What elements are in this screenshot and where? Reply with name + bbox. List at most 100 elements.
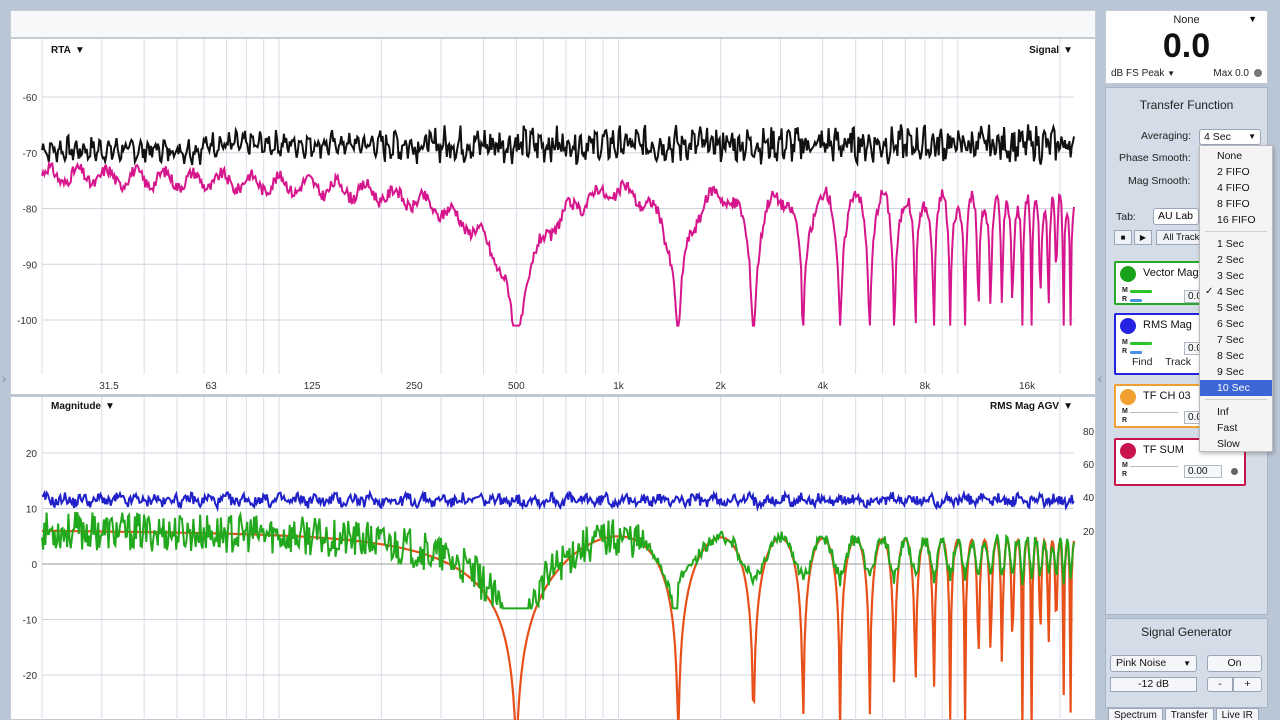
track-name: RMS Mag xyxy=(1143,319,1192,331)
x-tick-label: 63 xyxy=(206,381,218,392)
play-icon[interactable]: ▶ xyxy=(1134,230,1152,245)
r-label: R xyxy=(1122,471,1128,478)
track-value[interactable]: 0.00 xyxy=(1184,465,1222,478)
averaging-menu-item[interactable]: Fast xyxy=(1217,422,1238,434)
m-label: M xyxy=(1122,408,1128,415)
y-tick-label: -70 xyxy=(23,149,38,160)
averaging-menu-item[interactable]: 16 FIFO xyxy=(1217,214,1256,226)
reset-dot-icon[interactable] xyxy=(1254,69,1262,77)
grid xyxy=(41,39,1074,374)
averaging-dropdown-menu[interactable]: None 2 FIFO 4 FIFO 8 FIFO 16 FIFO 1 Sec 2 Sec 3… xyxy=(1199,145,1273,452)
rms-mag-agv-menu[interactable]: RMS Mag AGV ▼ xyxy=(990,401,1073,412)
averaging-label: Averaging: xyxy=(1140,130,1191,142)
tab-live-ir[interactable]: Live IR xyxy=(1215,708,1259,720)
r-label: R xyxy=(1122,348,1128,355)
level-plus-button[interactable]: + xyxy=(1233,677,1262,692)
track-color-dot[interactable] xyxy=(1120,389,1136,405)
magnitude-plot-area: 20 10 0 -10 -20 80 60 40 20 xyxy=(23,397,1095,720)
x-tick-label: 16k xyxy=(1019,381,1036,392)
x-tick-label: 125 xyxy=(304,381,321,392)
dropdown-arrow-icon: ▼ xyxy=(105,401,115,412)
stop-icon[interactable]: ■ xyxy=(1114,230,1132,245)
averaging-menu-item[interactable]: 8 FIFO xyxy=(1217,198,1250,210)
chevron-down-icon: ▼ xyxy=(1183,659,1191,668)
averaging-menu-item[interactable]: 1 Sec xyxy=(1217,238,1244,250)
tab-spectrum[interactable]: Spectrum xyxy=(1108,708,1163,720)
rta-plot[interactable]: -60 -70 -80 -90 -100 31.5 63 125 250 500 1k 2k 4k 8k 1… xyxy=(10,38,1096,395)
rta-plot-area: -60 -70 -80 -90 -100 31.5 63 125 250 500 1k 2k 4k 8k 1… xyxy=(17,39,1075,392)
averaging-menu-item[interactable]: 6 Sec xyxy=(1217,318,1244,330)
signal-level-field[interactable]: -12 dB xyxy=(1110,677,1197,692)
averaging-menu-item[interactable]: 5 Sec xyxy=(1217,302,1244,314)
y-tick-label: -10 xyxy=(23,616,38,627)
track-name: TF SUM xyxy=(1143,444,1184,456)
menu-separator xyxy=(1205,399,1267,400)
meter-channel[interactable]: None xyxy=(1173,14,1200,26)
magnitude-label: Magnitude xyxy=(51,401,101,412)
rms-mag-agv-label: RMS Mag AGV xyxy=(990,401,1060,412)
bottom-tab-bar: Spectrum Transfer Live IR xyxy=(1108,708,1259,720)
meter-unit[interactable]: dB FS Peak ▼ xyxy=(1111,68,1176,79)
meter-value: 0.0 xyxy=(1162,27,1211,65)
signal-source-select[interactable]: Pink Noise ▼ xyxy=(1110,655,1197,672)
track-color-dot[interactable] xyxy=(1120,443,1136,459)
vector-mag-trace xyxy=(41,510,1075,610)
averaging-menu-item[interactable]: Inf xyxy=(1217,406,1229,418)
tab-transfer[interactable]: Transfer xyxy=(1164,708,1214,720)
signal-generator-panel: Signal Generator Pink Noise ▼ On -12 dB … xyxy=(1105,618,1268,708)
x-tick-label: 31.5 xyxy=(99,381,119,392)
tab-select[interactable]: AU Lab xyxy=(1153,208,1199,225)
averaging-menu-item[interactable]: 4 FIFO xyxy=(1217,182,1250,194)
meter-bar-r xyxy=(1130,299,1142,302)
rms-mag-trace xyxy=(41,489,1075,513)
level-minus-button[interactable]: - xyxy=(1207,677,1233,692)
magnitude-menu[interactable]: Magnitude ▼ xyxy=(51,401,115,412)
track-color-dot[interactable] xyxy=(1120,266,1136,282)
averaging-menu-item[interactable]: 9 Sec xyxy=(1217,366,1244,378)
m-label: M xyxy=(1122,339,1128,346)
r-label: R xyxy=(1122,417,1128,424)
averaging-menu-item[interactable]: 7 Sec xyxy=(1217,334,1244,346)
find-track-buttons[interactable]: Find Track xyxy=(1132,356,1192,368)
y-tick-label: -20 xyxy=(23,671,38,682)
averaging-menu-item[interactable]: 2 Sec xyxy=(1217,254,1244,266)
phase-smooth-label: Phase Smooth: xyxy=(1119,152,1191,164)
x-tick-label: 4k xyxy=(818,381,830,392)
title-strip xyxy=(10,10,1096,38)
left-splitter-icon[interactable]: › xyxy=(1,370,7,386)
level-slider[interactable] xyxy=(1130,412,1178,413)
averaging-select[interactable]: 4 Sec ▼ xyxy=(1199,129,1261,145)
y-tick-label: 10 xyxy=(26,505,38,516)
chevron-down-icon[interactable]: ▼ xyxy=(1248,14,1257,24)
signal-label: Signal xyxy=(1029,45,1060,56)
r-label: R xyxy=(1122,296,1128,303)
grid xyxy=(41,397,1074,720)
rta-menu[interactable]: RTA ▼ xyxy=(51,45,85,56)
averaging-menu-item[interactable]: 2 FIFO xyxy=(1217,166,1250,178)
y-right-tick-label: 20 xyxy=(1083,527,1095,538)
m-label: M xyxy=(1122,462,1128,469)
averaging-menu-item[interactable]: 8 Sec xyxy=(1217,350,1244,362)
averaging-menu-item[interactable]: None xyxy=(1217,150,1243,162)
averaging-menu-item[interactable]: 10 Sec xyxy=(1200,380,1272,396)
level-slider[interactable] xyxy=(1130,466,1178,467)
track-color-dot[interactable] xyxy=(1120,318,1136,334)
averaging-menu-item[interactable]: 3 Sec xyxy=(1217,270,1244,282)
averaging-menu-item[interactable]: 4 Sec ✓ xyxy=(1205,286,1244,298)
meter-bar-r xyxy=(1130,351,1142,354)
y-right-tick-label: 40 xyxy=(1083,493,1095,504)
right-splitter-icon[interactable]: ‹ xyxy=(1097,370,1103,386)
meter-max: Max 0.0 xyxy=(1213,68,1249,79)
y-right-tick-label: 80 xyxy=(1083,427,1095,438)
averaging-menu-item[interactable]: Slow xyxy=(1217,438,1240,450)
magnitude-plot[interactable]: 20 10 0 -10 -20 80 60 40 20 Magnitude ▼ RMS Mag … xyxy=(10,396,1096,720)
y-tick-label: -90 xyxy=(23,260,38,271)
signal-menu[interactable]: Signal ▼ xyxy=(1029,45,1073,56)
track-dot-icon[interactable] xyxy=(1231,468,1238,475)
x-tick-label: 8k xyxy=(920,381,932,392)
level-meter: None ▼ 0.0 dB FS Peak ▼ Max 0.0 xyxy=(1105,10,1268,84)
signal-on-button[interactable]: On xyxy=(1207,655,1262,672)
rta-trace xyxy=(41,160,1075,327)
mag-smooth-label: Mag Smooth: xyxy=(1128,175,1191,187)
